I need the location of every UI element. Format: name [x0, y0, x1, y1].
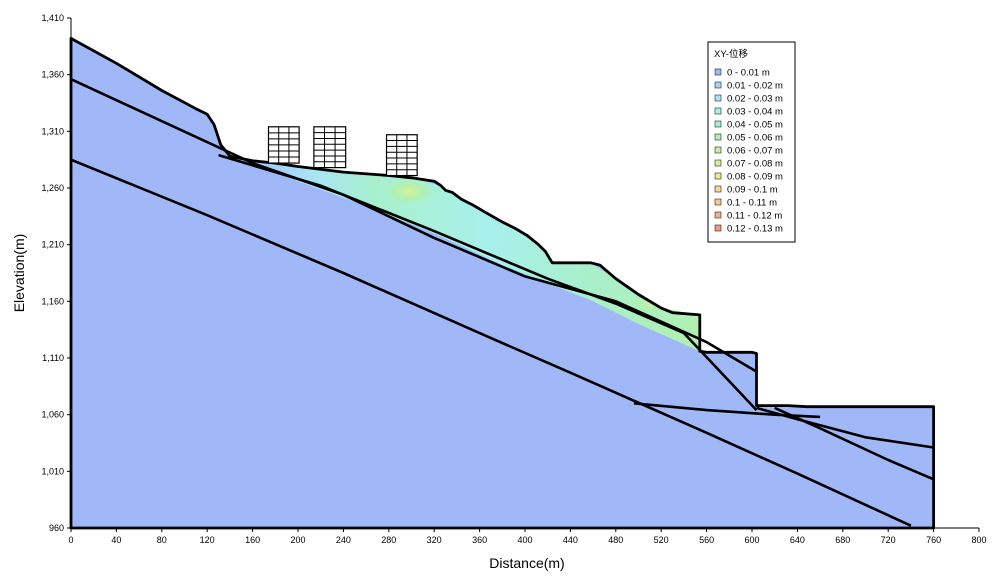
x-tick-label: 280 [381, 535, 396, 545]
x-tick-label: 760 [926, 535, 941, 545]
y-tick-label: 1,260 [41, 183, 64, 193]
legend-swatch [714, 146, 722, 154]
y-tick-label: 1,160 [41, 296, 64, 306]
y-tick-label: 1,360 [41, 70, 64, 80]
legend-swatch [714, 198, 722, 206]
legend-item-label: 0.1 - 0.11 m [727, 198, 777, 209]
legend-swatch [714, 94, 722, 102]
ground-outline [69, 37, 935, 530]
legend-item-label: 0.09 - 0.1 m [727, 185, 778, 196]
layer-boundary-6 [774, 406, 935, 481]
hotspot-upper [375, 173, 444, 210]
x-tick-label: 400 [517, 535, 532, 545]
y-tick-label: 1,110 [42, 353, 64, 363]
building-2 [313, 126, 347, 169]
x-tick-label: 680 [835, 535, 850, 545]
x-tick-label: 80 [157, 535, 167, 545]
legend: XY-位移 0 - 0.01 m 0.01 - 0.02 m 0.02 - 0.03… [707, 41, 796, 243]
x-tick-label: 440 [563, 535, 578, 545]
legend-item-label: 0.04 - 0.05 m [727, 120, 783, 131]
x-tick-label: 0 [68, 535, 73, 545]
ground-fill [71, 38, 934, 529]
layer-boundary-5 [756, 406, 934, 449]
building-frame [313, 126, 347, 169]
legend-item-label: 0.05 - 0.06 m [727, 133, 783, 144]
y-tick-label: 1,410 [41, 13, 64, 23]
x-tick-label: 800 [971, 535, 986, 545]
x-tick-label: 200 [290, 535, 305, 545]
layer-boundary-4 [633, 402, 821, 419]
x-axis-title: Distance(m) [489, 555, 564, 571]
legend-item-label: 0.01 - 0.02 m [727, 81, 783, 92]
legend-swatch [714, 159, 722, 167]
legend-swatch [714, 133, 722, 141]
legend-box [707, 41, 796, 243]
legend-item-label: 0.06 - 0.07 m [727, 146, 783, 157]
y-axis-title: Elevation(m) [11, 234, 27, 313]
x-tick-label: 360 [472, 535, 487, 545]
layer-boundary-2 [218, 153, 758, 411]
legend-swatch [714, 185, 722, 193]
legend-title: XY-位移 [714, 48, 748, 60]
x-tick-label: 240 [336, 535, 351, 545]
x-tick-label: 600 [744, 535, 759, 545]
y-tick-label: 960 [49, 523, 64, 533]
x-tick-label: 520 [654, 535, 669, 545]
y-tick-label: 1,210 [41, 240, 64, 250]
legend-swatch [714, 120, 722, 128]
building-3 [385, 134, 418, 177]
legend-item-label: 0.08 - 0.09 m [727, 172, 783, 183]
x-tick-label: 560 [699, 535, 714, 545]
legend-swatch [714, 172, 722, 180]
axes: 0 40 80 120 160 200 240 280 320 360 400 440 480 520 56… [41, 13, 986, 545]
legend-swatch [714, 211, 722, 219]
x-tick-label: 320 [427, 535, 442, 545]
x-tick-label: 720 [881, 535, 896, 545]
building-1 [267, 126, 300, 164]
x-tick-label: 120 [200, 535, 215, 545]
building-frame [385, 134, 418, 177]
legend-swatch [714, 107, 722, 115]
x-tick-label: 640 [790, 535, 805, 545]
legend-swatch [714, 68, 722, 76]
legend-item-label: 0 - 0.01 m [727, 68, 770, 79]
layer-boundary-3 [70, 158, 912, 527]
y-tick-label: 1,310 [41, 126, 64, 136]
legend-item-label: 0.07 - 0.08 m [727, 159, 783, 170]
legend-item-label: 0.11 - 0.12 m [727, 211, 782, 222]
x-tick-label: 480 [608, 535, 623, 545]
x-tick-label: 160 [245, 535, 260, 545]
y-tick-label: 1,010 [41, 466, 64, 476]
x-tick-label: 40 [111, 535, 121, 545]
legend-item-label: 0.03 - 0.04 m [727, 107, 783, 118]
layer-boundary-1 [70, 78, 758, 373]
legend-swatch [714, 224, 722, 232]
plot-area [69, 37, 935, 530]
legend-swatch [714, 81, 722, 89]
legend-item-label: 0.12 - 0.13 m [727, 224, 783, 235]
legend-item-label: 0.02 - 0.03 m [727, 94, 783, 105]
y-tick-label: 1,060 [41, 410, 64, 420]
